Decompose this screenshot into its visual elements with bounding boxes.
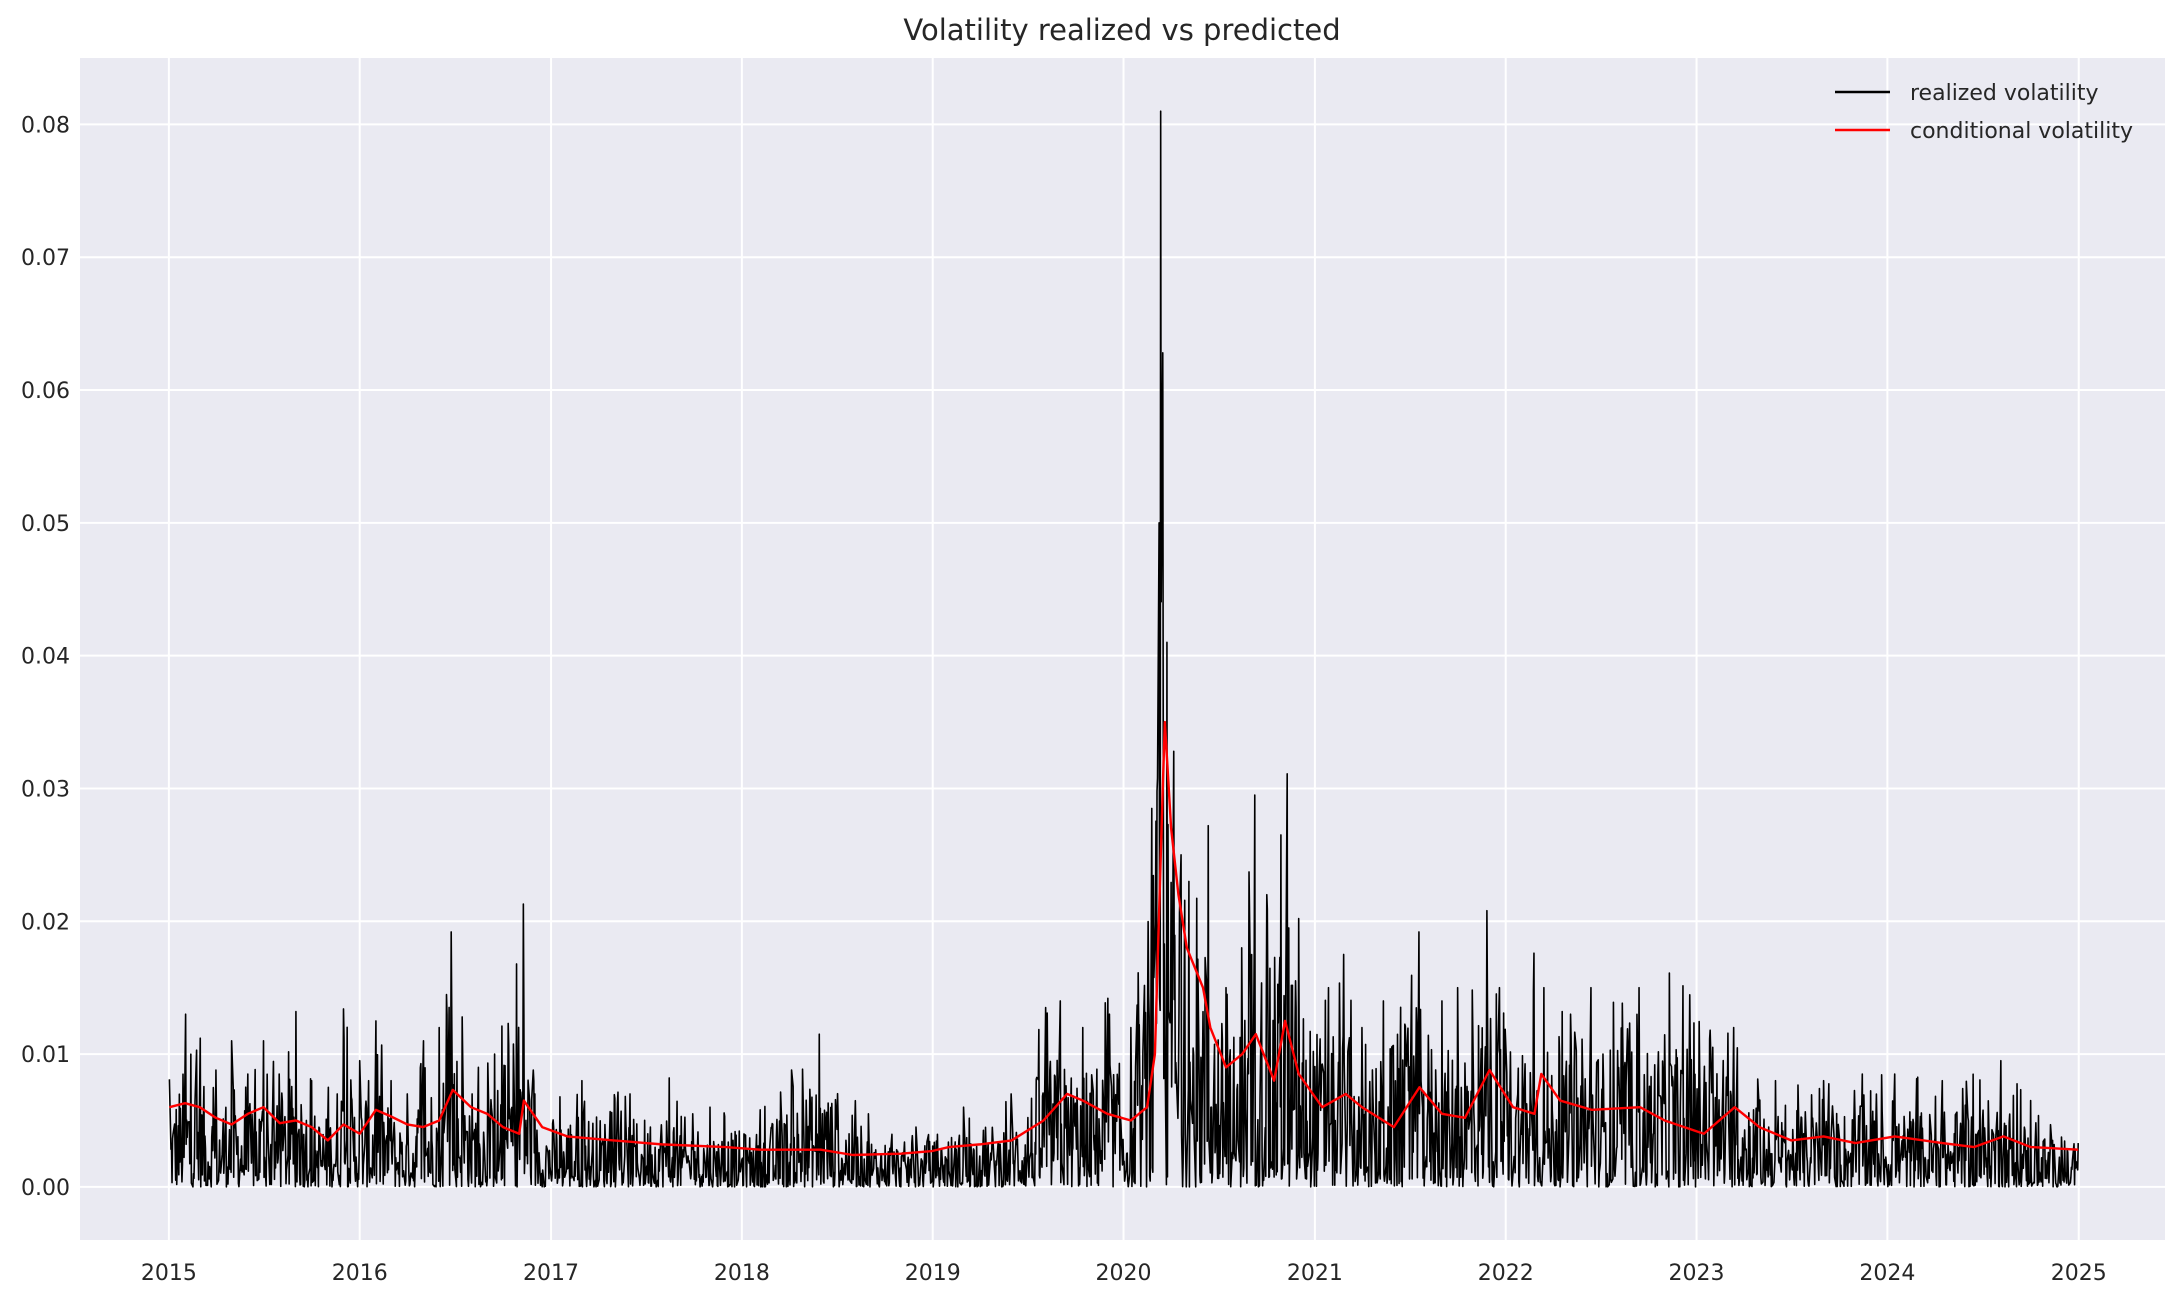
y-tick-label: 0.00: [21, 1176, 70, 1201]
series-layer: [168, 110, 2080, 1188]
y-tick-label: 0.01: [21, 1043, 70, 1068]
conditional-volatility-line: [169, 720, 2079, 1157]
x-tick-label: 2025: [2051, 1261, 2107, 1286]
x-tick-label: 2015: [141, 1261, 197, 1286]
x-tick-label: 2022: [1478, 1261, 1534, 1286]
x-tick-label: 2017: [523, 1261, 579, 1286]
x-tick-label: 2018: [714, 1261, 770, 1286]
legend: realized volatility conditional volatilit…: [1835, 81, 2133, 144]
x-tick-label: 2016: [332, 1261, 388, 1286]
y-tick-label: 0.04: [21, 645, 70, 670]
plot-background: [80, 58, 2165, 1240]
x-tick-label: 2019: [905, 1261, 961, 1286]
y-tick-label: 0.05: [21, 512, 70, 537]
y-tick-label: 0.03: [21, 777, 70, 802]
y-tick-label: 0.06: [21, 379, 70, 404]
x-tick-label: 2021: [1287, 1261, 1343, 1286]
realized-volatility-line: [168, 110, 2080, 1188]
y-tick-label: 0.02: [21, 910, 70, 935]
y-tick-label: 0.07: [21, 246, 70, 271]
y-tick-label: 0.08: [21, 113, 70, 138]
x-tick-label: 2020: [1096, 1261, 1152, 1286]
x-axis-ticks: 2015 2016 2017 2018 2019 2020 2021 2022 2023 2024…: [141, 1261, 2107, 1286]
legend-label: conditional volatility: [1910, 119, 2133, 144]
x-tick-label: 2023: [1669, 1261, 1725, 1286]
y-axis-ticks: 0.00 0.01 0.02 0.03 0.04 0.05 0.06 0.07 0.08: [21, 113, 70, 1200]
grid-lines: [80, 58, 2165, 1240]
legend-label: realized volatility: [1910, 81, 2099, 106]
x-tick-label: 2024: [1859, 1261, 1915, 1286]
chart-title: Volatility realized vs predicted: [903, 13, 1340, 47]
